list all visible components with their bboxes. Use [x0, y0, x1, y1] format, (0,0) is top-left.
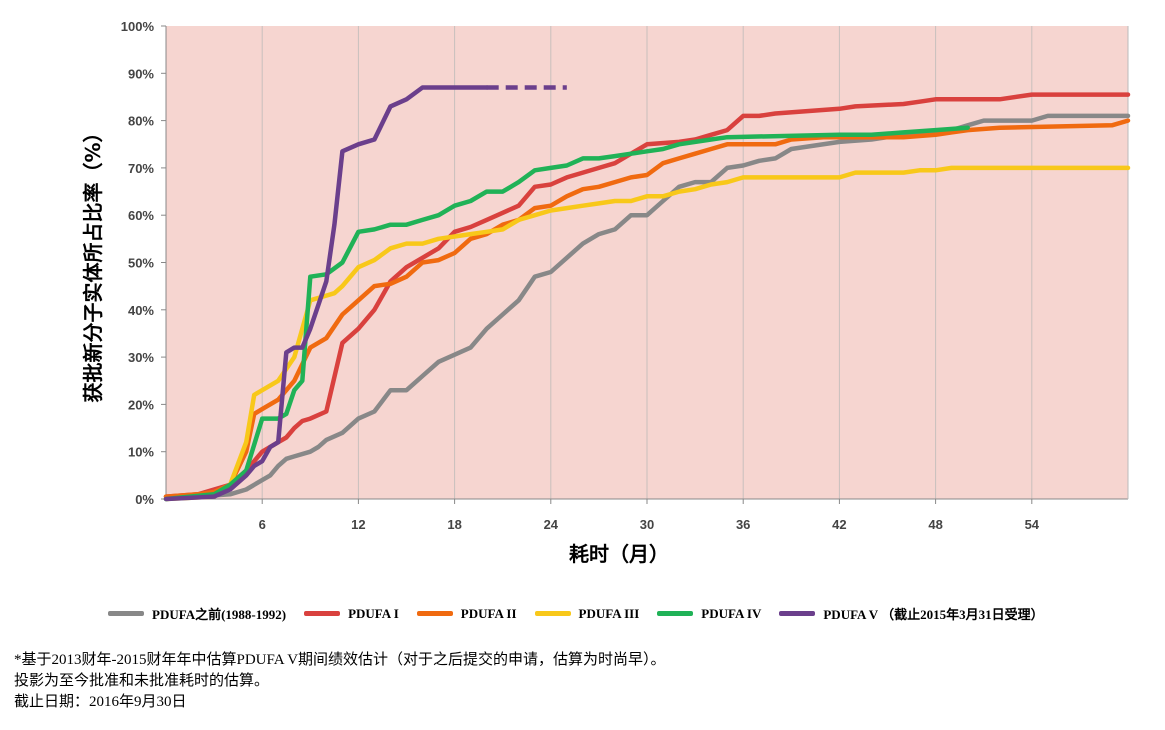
y-tick-label: 90%	[128, 66, 154, 81]
x-tick-label: 6	[259, 517, 266, 532]
legend-swatch-pre-pdufa	[108, 611, 144, 616]
x-tick-label: 36	[736, 517, 750, 532]
x-tick-label: 12	[351, 517, 365, 532]
y-tick-label: 70%	[128, 161, 154, 176]
legend-swatch-pdufa-1	[304, 611, 341, 616]
x-tick-label: 18	[447, 517, 461, 532]
series-line	[163, 118, 1131, 499]
y-tick-label: 20%	[128, 397, 154, 412]
series-line	[163, 92, 1131, 499]
legend-label: PDUFA之前(1988-1992)	[152, 607, 287, 622]
series-lines	[163, 85, 1131, 502]
legend-label: PDUFA II	[460, 605, 517, 621]
y-tick-label: 30%	[128, 350, 154, 365]
legend-item: PDUFA III	[534, 605, 640, 622]
legend-label: PDUFA I	[348, 605, 399, 621]
legend-label: PDUFA III	[578, 605, 640, 621]
x-tick-label: 42	[832, 517, 846, 532]
legend-item: PDUFA V （截止2015年3月31日受理）	[779, 604, 1044, 623]
y-axis-title: 获批新分子实体所占比率（%）	[81, 122, 105, 402]
legend-item: PDUFA IV	[657, 606, 761, 622]
x-tick-label: 24	[544, 517, 559, 532]
legend-item: PDUFA I	[304, 606, 399, 622]
series-line	[163, 113, 1131, 502]
legend-swatch-pdufa-4	[657, 611, 694, 616]
y-tick-label: 50%	[128, 256, 154, 271]
y-tick-label: 100%	[121, 19, 155, 34]
legend-label: PDUFA V （截止2015年3月31日受理）	[823, 607, 1044, 622]
legend-swatch-pdufa-2	[416, 611, 453, 616]
footnote-line: 截止日期：2016年9月30日	[14, 694, 187, 710]
x-tick-label: 54	[1025, 517, 1040, 532]
legend-item: PDUFA之前(1988-1992)	[108, 604, 286, 623]
footnotes: *基于2013财年-2015财年年中估算PDUFA V期间绩效估计（对于之后提交…	[14, 650, 666, 713]
y-tick-label: 40%	[128, 303, 154, 318]
footnote-line: *基于2013财年-2015财年年中估算PDUFA V期间绩效估计（对于之后提交…	[14, 652, 666, 668]
x-tick-label: 48	[928, 517, 942, 532]
legend-swatch-pdufa-5	[779, 611, 816, 616]
series-line	[163, 85, 489, 502]
legend-swatch-pdufa-3	[534, 611, 571, 616]
x-tick-label: 30	[640, 517, 654, 532]
footnote-line: 投影为至今批准和未批准耗时的估算。	[14, 673, 270, 689]
x-axis-title: 耗时（月）	[569, 542, 669, 566]
y-tick-label: 0%	[135, 492, 154, 507]
y-tick-label: 60%	[128, 208, 154, 223]
y-tick-label: 80%	[128, 114, 154, 129]
line-chart: 0% 10% 20% 30% 40% 50% 60% 70% 80% 90% 100% 6 12 18 24…	[81, 19, 1131, 566]
y-tick-label: 10%	[128, 445, 154, 460]
legend-item: PDUFA II	[416, 605, 517, 622]
legend: PDUFA之前(1988-1992) PDUFA I PDUFA II PDUF…	[108, 604, 1158, 623]
legend-label: PDUFA IV	[701, 605, 762, 621]
gridlines	[261, 26, 1033, 499]
series-line	[163, 125, 970, 502]
tick-labels: 0% 10% 20% 30% 40% 50% 60% 70% 80% 90% 100% 6 12 18 24…	[121, 19, 1040, 532]
